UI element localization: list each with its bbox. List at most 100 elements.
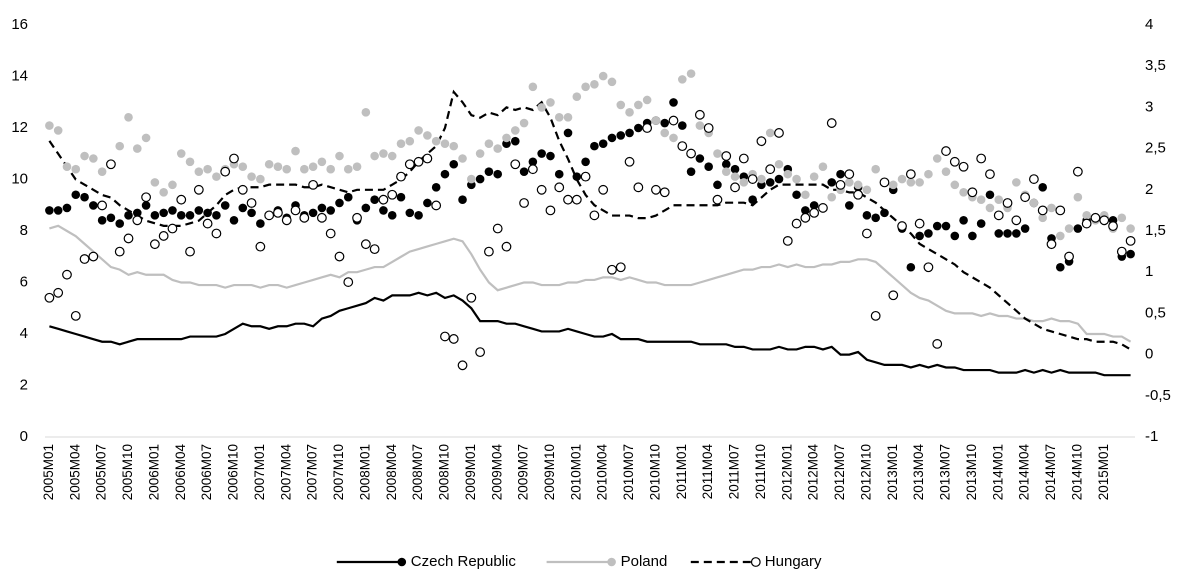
marker: [1047, 203, 1056, 213]
x-tick-label: 2009M10: [542, 444, 557, 500]
marker: [1020, 224, 1030, 233]
x-tick-label: 2009M04: [489, 444, 504, 501]
y2-tick-label: 2,5: [1145, 140, 1166, 157]
marker: [431, 136, 441, 146]
marker: [651, 116, 661, 125]
marker: [801, 190, 810, 200]
marker: [985, 190, 995, 200]
marker: [80, 151, 89, 161]
marker: [510, 126, 520, 135]
marker: [431, 200, 442, 211]
y-tick-label: 2: [20, 376, 28, 393]
marker: [1117, 213, 1127, 223]
marker: [845, 178, 854, 187]
marker: [229, 153, 239, 164]
marker: [924, 229, 933, 238]
marker: [325, 228, 336, 239]
marker: [818, 203, 828, 213]
marker: [124, 211, 133, 220]
marker: [880, 208, 889, 218]
marker: [809, 172, 819, 181]
marker: [458, 154, 467, 163]
x-tick-label: 2008M01: [357, 444, 372, 500]
marker: [941, 167, 951, 176]
marker: [546, 151, 555, 161]
marker: [203, 164, 212, 174]
marker: [159, 208, 168, 218]
marker: [932, 221, 942, 231]
marker: [194, 167, 204, 176]
x-tick-label: 2006M04: [173, 444, 188, 501]
marker: [765, 128, 775, 138]
marker: [836, 169, 845, 179]
marker: [695, 121, 705, 130]
marker: [379, 149, 388, 158]
x-tick-label: 2014M01: [990, 444, 1005, 500]
marker: [238, 162, 248, 172]
marker: [423, 198, 432, 208]
marker: [949, 156, 960, 167]
marker: [114, 246, 125, 257]
marker: [149, 239, 160, 250]
marker: [862, 211, 872, 220]
marker: [115, 141, 125, 151]
marker: [343, 277, 354, 287]
marker: [888, 290, 899, 301]
marker: [457, 360, 468, 371]
x-tick-label: 2011M01: [674, 444, 689, 499]
marker: [756, 136, 767, 147]
marker: [809, 201, 819, 210]
legend-label: Poland: [621, 553, 668, 570]
marker: [1003, 229, 1012, 238]
marker: [176, 149, 186, 158]
marker: [150, 211, 160, 220]
marker: [607, 133, 617, 143]
y-tick-label: 14: [11, 67, 28, 84]
y-tick-label: 16: [11, 16, 28, 33]
marker: [950, 231, 960, 241]
marker: [607, 77, 617, 87]
marker: [1126, 224, 1135, 233]
y-tick-label: 4: [20, 325, 28, 342]
marker: [941, 221, 951, 231]
x-tick-label: 2014M07: [1043, 444, 1058, 500]
x-tick-label: 2009M07: [516, 444, 531, 500]
marker: [449, 159, 459, 169]
marker: [316, 212, 327, 223]
marker: [132, 144, 142, 153]
marker: [554, 112, 564, 122]
marker: [211, 228, 222, 239]
marker: [695, 154, 705, 163]
marker: [414, 126, 423, 135]
marker: [686, 148, 696, 159]
marker: [212, 172, 221, 181]
marker: [71, 190, 81, 200]
x-tick-label: 2012M01: [779, 444, 794, 500]
marker: [642, 123, 653, 133]
marker: [431, 183, 441, 192]
marker: [694, 109, 705, 120]
marker: [545, 205, 556, 216]
marker: [220, 201, 230, 210]
y2-tick-label: 3: [1145, 98, 1153, 115]
marker: [1072, 166, 1083, 177]
marker: [660, 118, 670, 128]
marker: [713, 180, 722, 190]
marker: [404, 159, 415, 170]
marker: [238, 203, 248, 213]
marker: [440, 169, 450, 179]
marker: [844, 169, 855, 180]
marker: [888, 180, 898, 190]
marker: [387, 151, 397, 161]
marker: [959, 215, 968, 225]
marker: [1046, 239, 1057, 250]
marker: [396, 139, 406, 148]
marker: [668, 115, 679, 126]
marker: [475, 174, 485, 184]
marker: [932, 338, 943, 349]
marker: [976, 219, 986, 228]
marker: [510, 136, 520, 146]
marker: [590, 80, 599, 89]
